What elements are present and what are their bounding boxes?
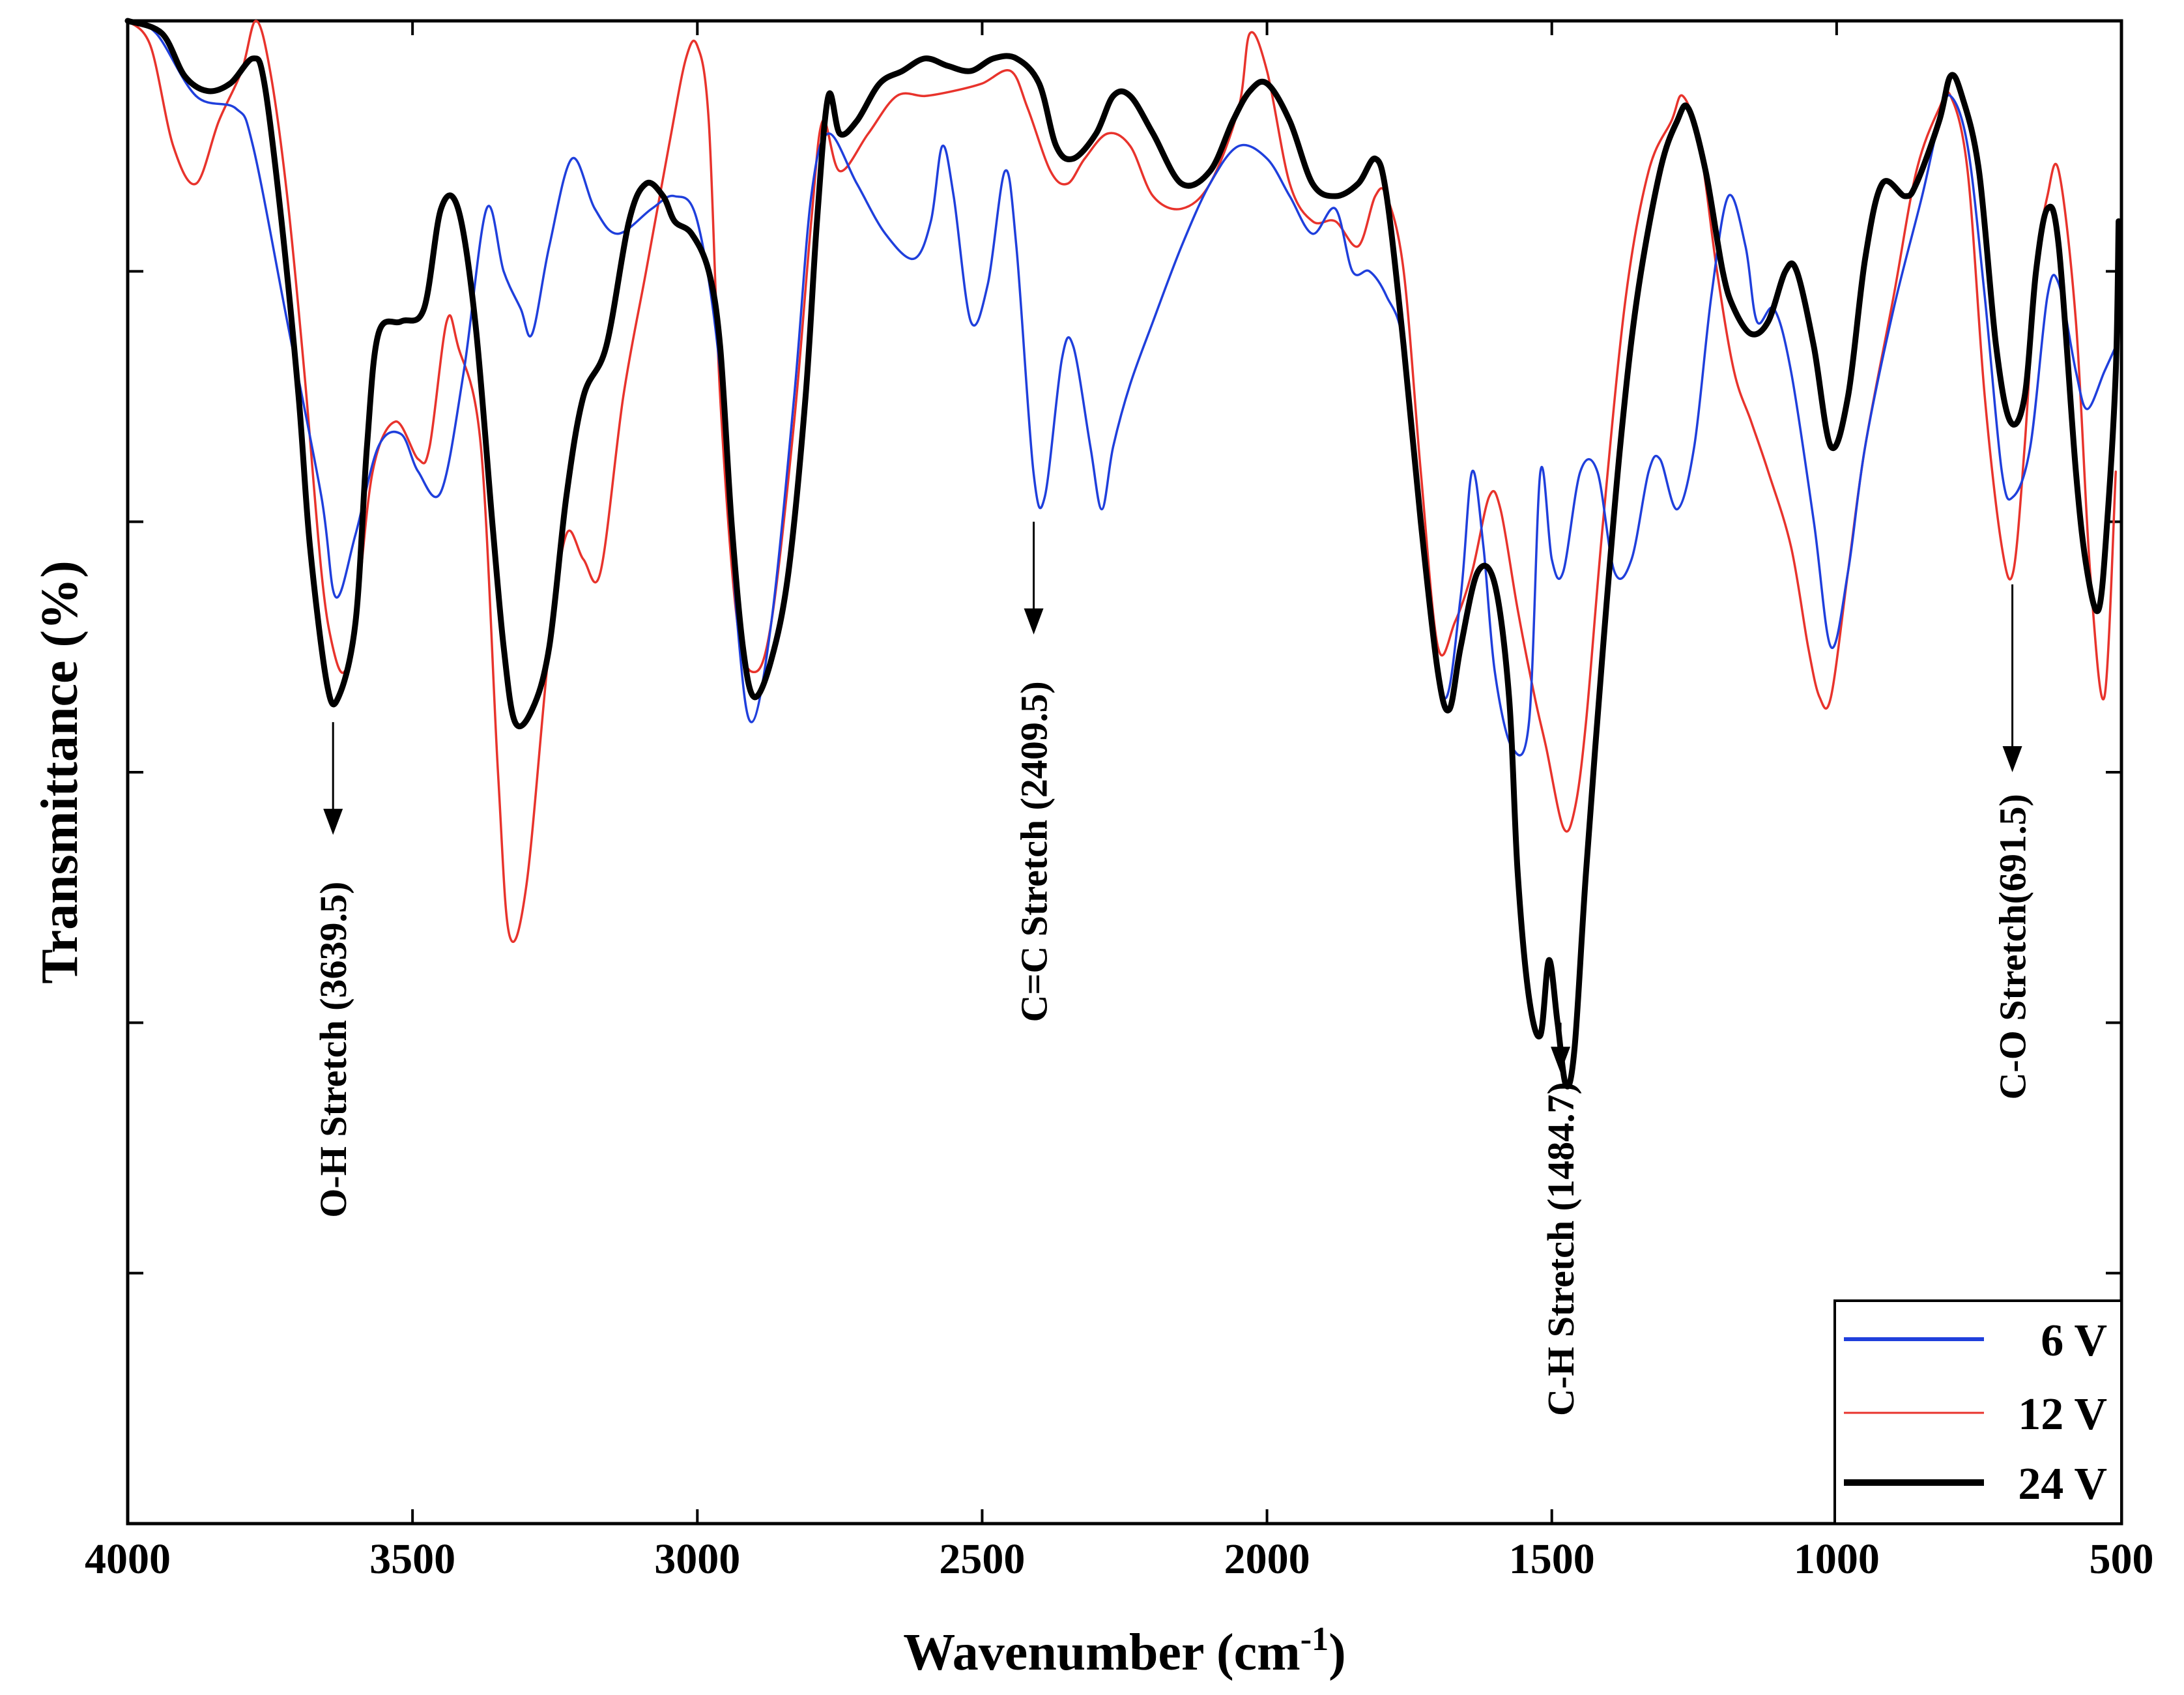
y-axis <box>128 20 2121 1525</box>
x-axis: 4000 3500 3000 2500 2000 1500 1000 500 <box>85 21 2154 1583</box>
x-tick-label-2500: 2500 <box>939 1535 1025 1583</box>
series-layer <box>124 18 2122 1090</box>
legend-label-12v: 12 V <box>2018 1389 2107 1440</box>
annotation-arrowhead-0 <box>323 809 343 835</box>
annotation-arrowhead-3 <box>2002 746 2022 772</box>
x-tick-label-1500: 1500 <box>1509 1535 1595 1583</box>
y-axis-title: Transmittance (%) <box>31 560 89 984</box>
x-tick-label-3500: 3500 <box>369 1535 455 1583</box>
annotation-label-0: O-H Stretch (3639.5) <box>312 882 354 1218</box>
x-tick-label-4000: 4000 <box>85 1535 171 1583</box>
x-tick-label-1000: 1000 <box>1794 1535 1880 1583</box>
annotation-label-2: C-H Stretch (1484.7) <box>1540 1082 1582 1416</box>
x-tick-label-2000: 2000 <box>1224 1535 1310 1583</box>
legend: 6 V 12 V 24 V <box>1833 1299 2123 1525</box>
annotation-arrowhead-1 <box>1024 608 1044 635</box>
annotation-arrowhead-2 <box>1551 1047 1571 1073</box>
annotation-label-3: C-O Stretch(691.5) <box>1992 794 2034 1099</box>
x-tick-label-500: 500 <box>2090 1535 2154 1583</box>
plot-frame <box>126 19 2123 1526</box>
legend-label-24v: 24 V <box>2018 1459 2107 1509</box>
x-tick-label-3000: 3000 <box>654 1535 740 1583</box>
legend-label-6v: 6 V <box>2041 1316 2107 1366</box>
annotation-layer: O-H Stretch (3639.5) C=C Stretch (2409.5)… <box>312 521 2034 1416</box>
series-line-6v <box>126 20 2118 757</box>
annotation-label-1: C=C Stretch (2409.5) <box>1013 681 1056 1022</box>
series-line-12v <box>126 20 2118 944</box>
series-line-24v <box>124 18 2122 1090</box>
x-axis-title: Wavenumber (cm-1) <box>903 1621 1346 1681</box>
